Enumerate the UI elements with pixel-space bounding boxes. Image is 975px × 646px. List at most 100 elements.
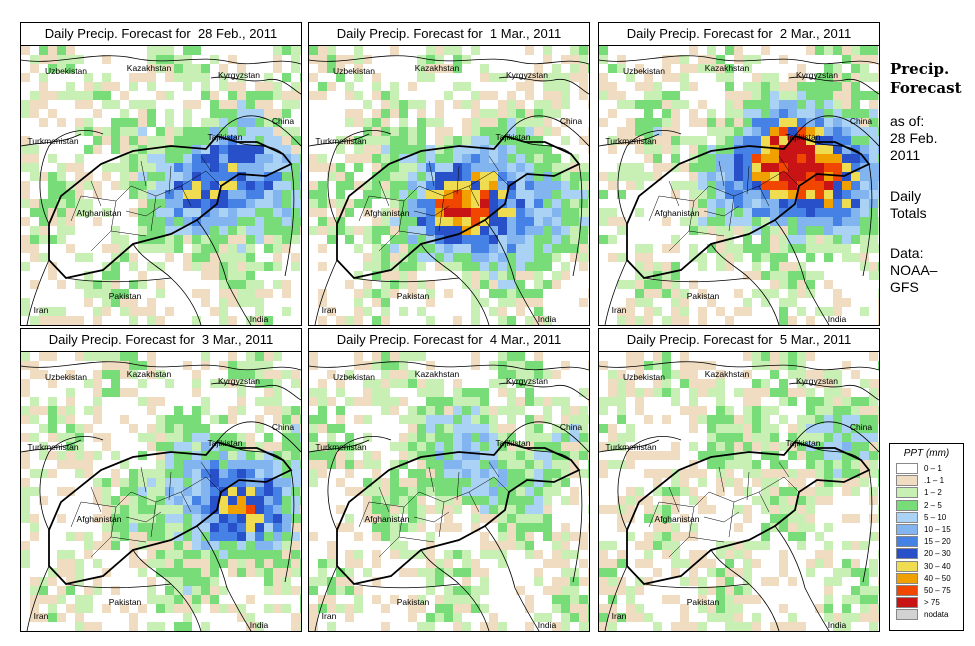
country-label: Pakistan xyxy=(109,597,142,607)
country-borders xyxy=(599,361,879,631)
country-label: Pakistan xyxy=(397,291,430,301)
legend-title: PPT (mm) xyxy=(903,448,950,459)
country-label: Kazakhstan xyxy=(705,369,750,379)
afghanistan-border xyxy=(336,440,581,585)
country-label: Pakistan xyxy=(109,291,142,301)
precip-map: Uzbekistan Kazakhstan Kyrgyzstan China Turkm… xyxy=(599,352,879,631)
precip-map: Uzbekistan Kazakhstan Kyrgyzstan China Turkm… xyxy=(599,46,879,325)
forecast-panel: Daily Precip. Forecast for 1 Mar., 2011 … xyxy=(308,22,590,326)
legend-item: 15 – 20 xyxy=(896,535,963,548)
country-label: Uzbekistan xyxy=(333,372,375,382)
forecast-panel: Daily Precip. Forecast for 2 Mar., 2011 … xyxy=(598,22,880,326)
country-label: Iran xyxy=(322,611,337,621)
sidebar-title: Precip. Forecast xyxy=(890,60,975,98)
country-label: Iran xyxy=(34,611,49,621)
legend-swatch xyxy=(896,487,918,499)
province-borders xyxy=(648,155,800,252)
country-label: Uzbekistan xyxy=(45,66,87,76)
data-source: NOAA– xyxy=(890,262,938,278)
country-label: Uzbekistan xyxy=(623,66,665,76)
data-source: GFS xyxy=(890,279,919,295)
panel-title: Daily Precip. Forecast for 5 Mar., 2011 xyxy=(599,329,879,352)
forecast-panel: Daily Precip. Forecast for 28 Feb., 2011… xyxy=(20,22,302,326)
country-label: Uzbekistan xyxy=(333,66,375,76)
country-label: India xyxy=(250,314,269,324)
legend-label: nodata xyxy=(924,610,949,620)
country-label: Afghanistan xyxy=(365,208,410,218)
legend-item: > 75 xyxy=(896,596,963,609)
legend-item: 10 – 15 xyxy=(896,523,963,535)
country-label: Afghanistan xyxy=(655,514,700,524)
precip-cells xyxy=(309,46,589,325)
legend-swatch xyxy=(896,572,918,584)
legend-label: 40 – 50 xyxy=(924,573,951,583)
country-label: Tajikistan xyxy=(208,132,243,142)
legend: PPT (mm) 0 – 1 .1 – 1 1 – 2 2 – 5 5 – 10 10 –… xyxy=(889,443,964,631)
country-labels: Uzbekistan Kazakhstan Kyrgyzstan China Turkm… xyxy=(605,369,872,630)
legend-item: 0 – 1 xyxy=(896,462,963,474)
province-borders xyxy=(358,461,510,558)
country-label: China xyxy=(272,116,294,126)
as-of-label: as of: xyxy=(890,113,925,129)
afghanistan-border xyxy=(48,440,293,585)
country-label: Pakistan xyxy=(687,597,720,607)
forecast-panel: Daily Precip. Forecast for 4 Mar., 2011 … xyxy=(308,328,590,632)
country-label: Kyrgyzstan xyxy=(506,70,548,80)
precip-cells xyxy=(309,352,589,631)
panel-title: Daily Precip. Forecast for 28 Feb., 2011 xyxy=(21,23,301,46)
title-line: Forecast xyxy=(890,79,962,97)
legend-swatch xyxy=(896,597,918,609)
country-borders xyxy=(309,55,589,325)
country-labels: Uzbekistan Kazakhstan Kyrgyzstan China Turkm… xyxy=(27,369,294,630)
country-label: Afghanistan xyxy=(77,208,122,218)
country-label: Kazakhstan xyxy=(415,369,460,379)
as-of-block: as of: 28 Feb. 2011 xyxy=(890,113,975,164)
country-label: Kyrgyzstan xyxy=(218,70,260,80)
legend-label: > 75 xyxy=(924,598,940,608)
country-label: Tajikistan xyxy=(496,132,531,142)
forecast-panel: Daily Precip. Forecast for 3 Mar., 2011 … xyxy=(20,328,302,632)
afghanistan-border xyxy=(626,134,871,279)
legend-item: 30 – 40 xyxy=(896,560,963,572)
country-label: Kyrgyzstan xyxy=(796,376,838,386)
country-labels: Uzbekistan Kazakhstan Kyrgyzstan China Turkm… xyxy=(315,63,582,324)
country-label: India xyxy=(538,314,557,324)
country-label: India xyxy=(250,620,269,630)
province-borders xyxy=(648,461,800,558)
country-label: Uzbekistan xyxy=(45,372,87,382)
legend-swatch xyxy=(896,548,918,560)
legend-item: nodata xyxy=(896,608,963,621)
legend-item: 2 – 5 xyxy=(896,499,963,511)
country-label: Iran xyxy=(34,305,49,315)
country-label: China xyxy=(560,116,582,126)
country-label: Pakistan xyxy=(397,597,430,607)
legend-item: 40 – 50 xyxy=(896,572,963,584)
legend-label: .1 – 1 xyxy=(924,476,945,486)
country-label: Iran xyxy=(322,305,337,315)
country-label: Turkmenistan xyxy=(27,136,78,146)
country-labels: Uzbekistan Kazakhstan Kyrgyzstan China Turkm… xyxy=(27,63,294,324)
country-label: Kazakhstan xyxy=(127,63,172,73)
title-line: Precip. xyxy=(890,60,950,78)
province-borders xyxy=(70,155,222,252)
forecast-panel: Daily Precip. Forecast for 5 Mar., 2011 … xyxy=(598,328,880,632)
legend-item: .1 – 1 xyxy=(896,474,963,487)
country-label: Turkmenistan xyxy=(315,136,366,146)
country-label: India xyxy=(828,314,847,324)
legend-label: 30 – 40 xyxy=(924,561,951,571)
country-label: Kazakhstan xyxy=(705,63,750,73)
country-label: China xyxy=(850,422,872,432)
country-label: Tajikistan xyxy=(786,132,821,142)
legend-swatch xyxy=(896,560,918,572)
legend-swatch xyxy=(896,475,918,487)
country-label: China xyxy=(560,422,582,432)
daily-label: Daily xyxy=(890,188,922,204)
totals-label: Totals xyxy=(890,205,927,221)
panel-title: Daily Precip. Forecast for 4 Mar., 2011 xyxy=(309,329,589,352)
precip-map: Uzbekistan Kazakhstan Kyrgyzstan China Turkm… xyxy=(309,352,589,631)
country-label: Afghanistan xyxy=(77,514,122,524)
country-label: Turkmenistan xyxy=(315,442,366,452)
country-label: Tajikistan xyxy=(496,438,531,448)
legend-swatch xyxy=(896,499,918,511)
precip-cells xyxy=(21,352,301,631)
